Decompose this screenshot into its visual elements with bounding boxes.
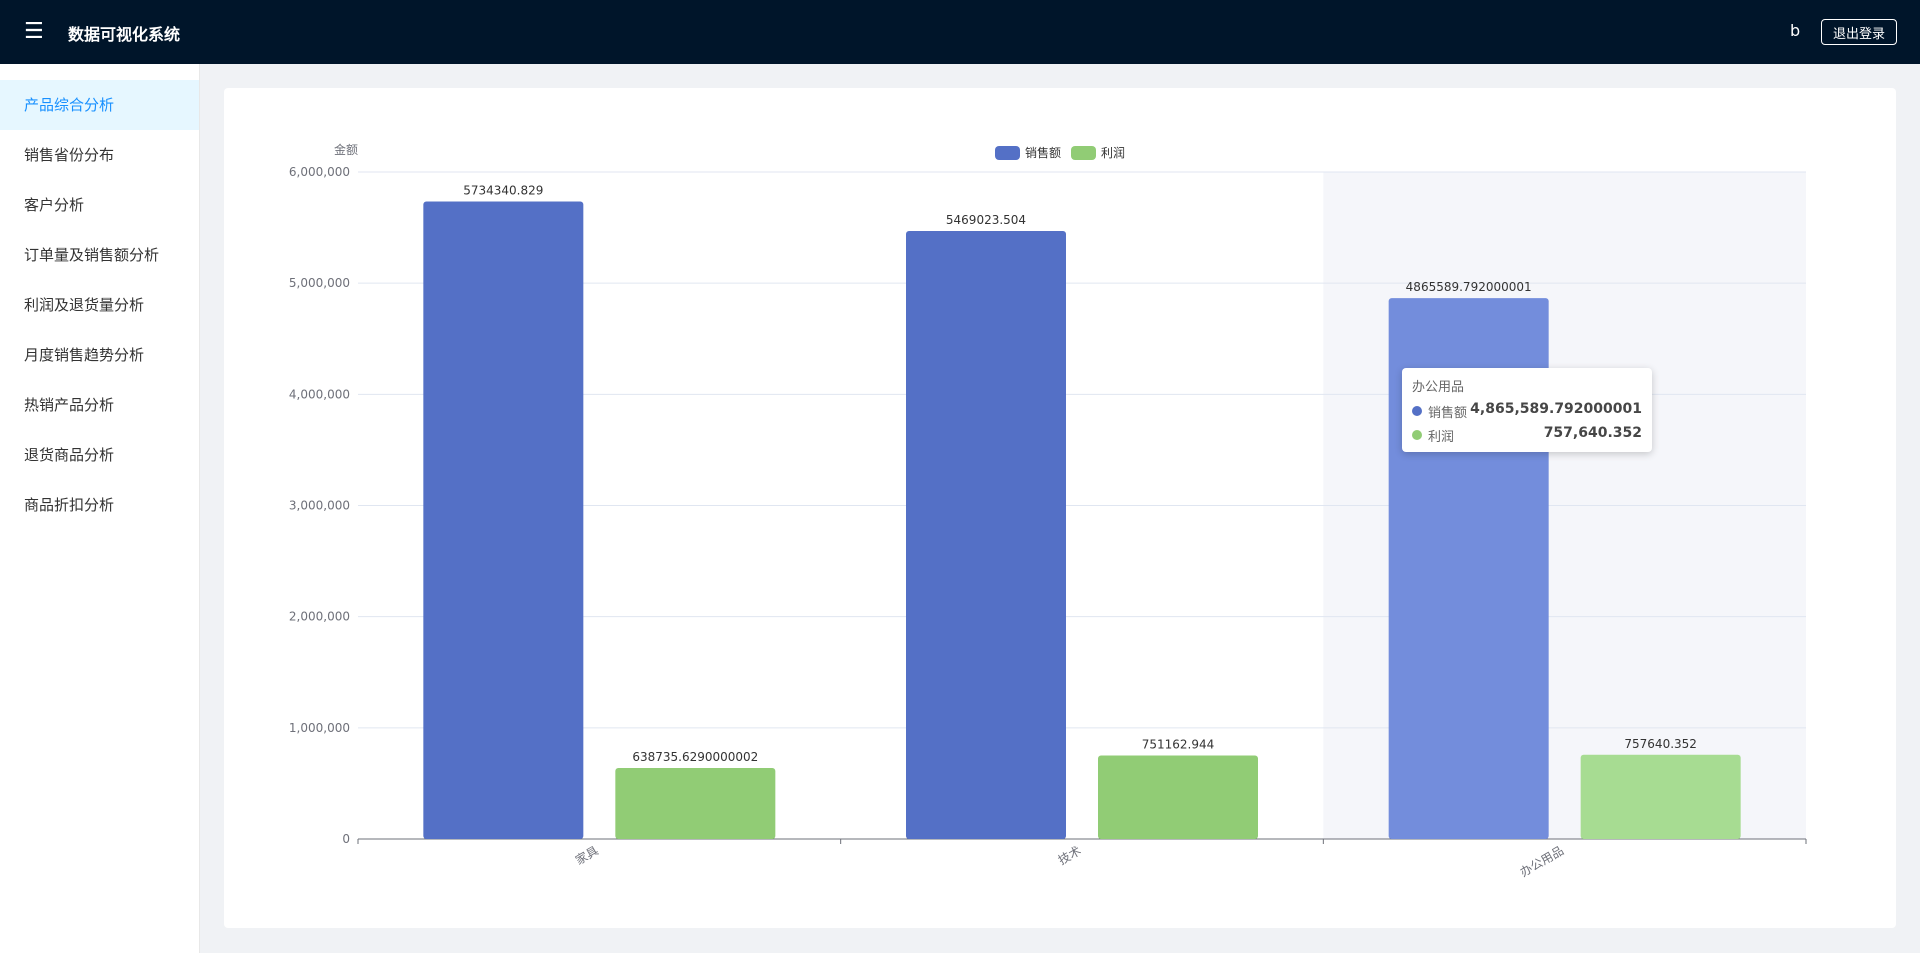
tooltip-sales-value: 4,865,589.792000001 xyxy=(1470,401,1642,417)
tooltip-title: 办公用品 xyxy=(1412,380,1465,395)
bar-data-label: 5734340.829 xyxy=(463,184,543,198)
x-tick-label: 技术 xyxy=(1056,843,1084,867)
bar-sales xyxy=(906,231,1066,840)
x-tick-label: 家具 xyxy=(573,843,601,868)
tooltip-sales-dot xyxy=(1412,406,1422,416)
bar-profit xyxy=(1580,754,1741,839)
bar-data-label: 4865589.792000001 xyxy=(1406,280,1532,294)
tooltip-row-sales: 销售额 4,865,589.792000001 xyxy=(1412,400,1642,421)
y-tick-label: 4,000,000 xyxy=(289,387,350,401)
y-axis-label: 金额 xyxy=(334,142,358,157)
legend-label: 销售额 xyxy=(1025,145,1061,160)
bar-data-label: 5469023.504 xyxy=(946,213,1026,227)
sidebar-item-product-analysis[interactable]: 产品综合分析 xyxy=(0,80,199,130)
y-tick-label: 6,000,000 xyxy=(289,165,350,179)
sidebar-item-hot-products[interactable]: 热销产品分析 xyxy=(24,396,115,414)
tooltip-profit-value: 757,640.352 xyxy=(1543,425,1642,441)
bar-chart: 0 1,000,000 2,000,000 3,000,000 4,000,000 5,0… xyxy=(289,142,1807,880)
sidebar-item-returned-goods[interactable]: 退货商品分析 xyxy=(24,446,115,464)
logout-button[interactable]: 退出登录 xyxy=(1821,19,1897,45)
bar-sales xyxy=(423,201,584,839)
username: b xyxy=(1790,21,1801,40)
y-tick-label: 1,000,000 xyxy=(289,721,350,735)
bar-profit xyxy=(615,767,776,839)
tooltip-profit-name: 利润 xyxy=(1428,430,1455,445)
chart-card: 0 1,000,000 2,000,000 3,000,000 4,000,000 5,0… xyxy=(224,88,1896,928)
sidebar-item-monthly-trend[interactable]: 月度销售趋势分析 xyxy=(24,346,145,364)
sidebar-item-discount-analysis[interactable]: 商品折扣分析 xyxy=(24,496,115,514)
bar-data-label: 751162.944 xyxy=(1142,737,1215,751)
y-tick-label: 0 xyxy=(342,832,350,846)
legend-label: 利润 xyxy=(1101,146,1125,160)
y-tick-label: 2,000,000 xyxy=(289,610,350,624)
tooltip-profit-dot xyxy=(1412,430,1422,440)
bar-profit xyxy=(1098,755,1258,839)
legend-swatch-profit xyxy=(1071,146,1096,160)
app-title: 数据可视化系统 xyxy=(68,25,181,44)
chart-tooltip: 办公用品 销售额 4,865,589.792000001 利润 757,640.… xyxy=(1402,368,1652,452)
sidebar: 产品综合分析 销售省份分布 客户分析 订单量及销售额分析 利润及退货量分析 月度… xyxy=(0,64,200,953)
sidebar-item-customer-analysis[interactable]: 客户分析 xyxy=(24,196,85,214)
hamburger-menu-icon[interactable]: ☰ xyxy=(24,19,44,44)
tooltip-row-profit: 利润 757,640.352 xyxy=(1412,424,1642,445)
legend-swatch-sales xyxy=(995,146,1020,160)
y-tick-label: 5,000,000 xyxy=(289,276,350,290)
sidebar-item-orders-sales[interactable]: 订单量及销售额分析 xyxy=(24,246,160,264)
bar-data-label: 757640.352 xyxy=(1624,737,1697,751)
bar-data-label: 638735.6290000002 xyxy=(632,750,758,764)
sidebar-item-profit-returns[interactable]: 利润及退货量分析 xyxy=(24,296,145,314)
top-header: ☰ 数据可视化系统 b 退出登录 xyxy=(0,0,1920,64)
y-tick-label: 3,000,000 xyxy=(289,499,350,513)
x-tick-label: 办公用品 xyxy=(1517,843,1566,880)
tooltip-sales-name: 销售额 xyxy=(1428,406,1468,421)
sidebar-item-province-distribution[interactable]: 销售省份分布 xyxy=(24,146,115,164)
sidebar-menu: 产品综合分析 销售省份分布 客户分析 订单量及销售额分析 利润及退货量分析 月度… xyxy=(0,64,199,530)
